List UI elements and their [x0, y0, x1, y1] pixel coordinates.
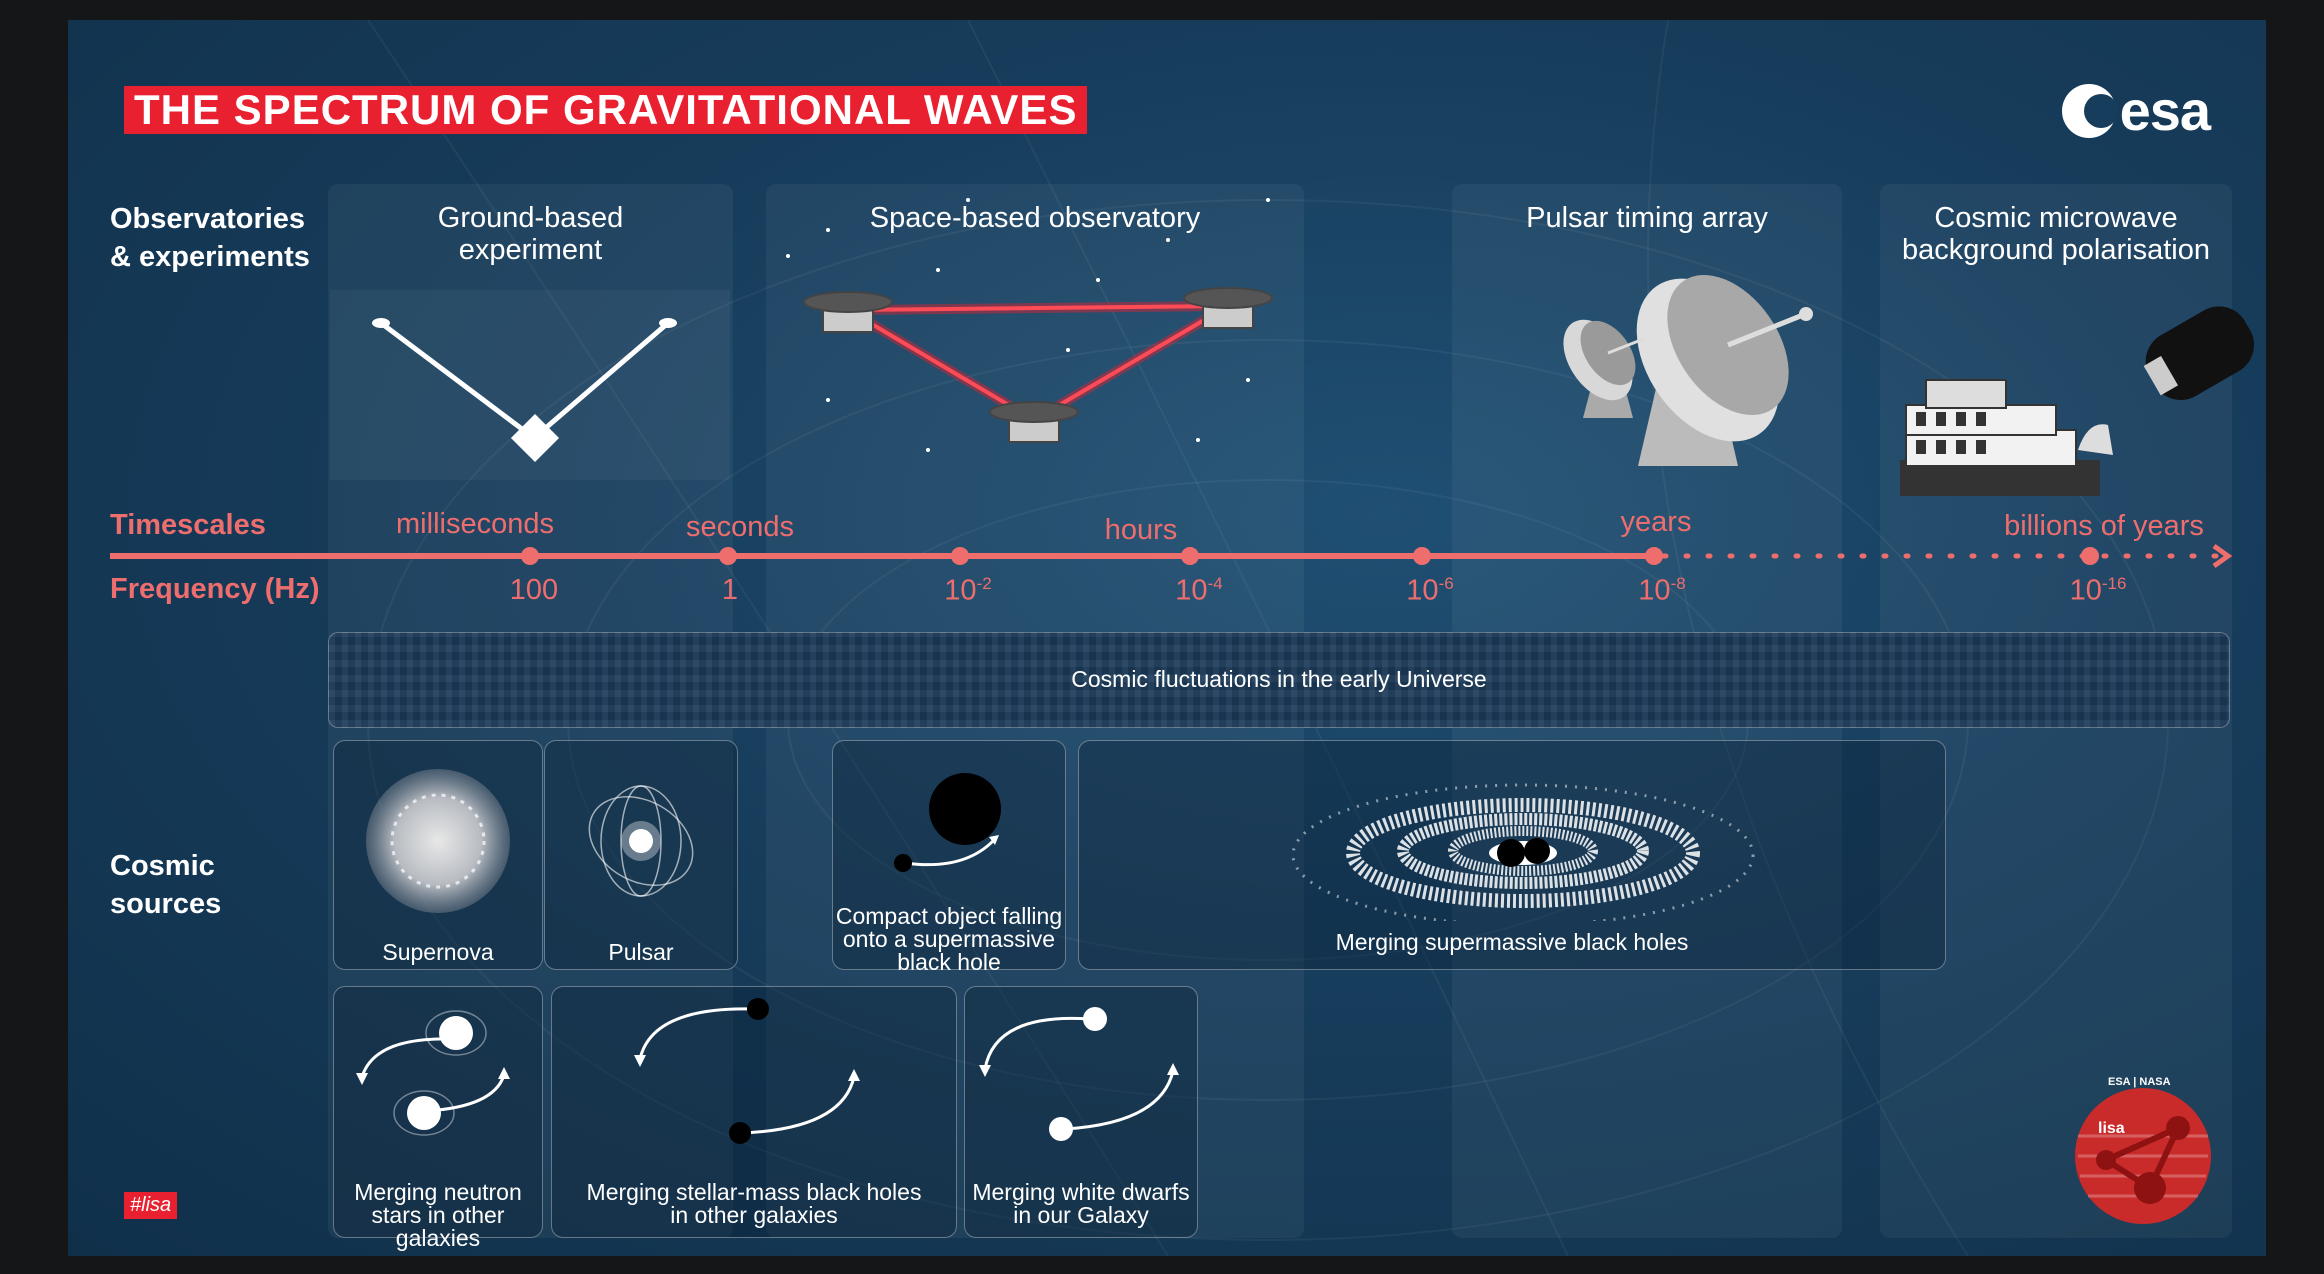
radio-telescope-icon — [1563, 274, 1813, 466]
esa-logo: esa — [2061, 78, 2211, 143]
compact-object-icon — [894, 773, 1001, 872]
frequency-axis — [110, 543, 2233, 569]
observatories-label: Observatories & experiments — [110, 203, 310, 273]
freq-label-1e-4: 10-4 — [1175, 574, 1223, 607]
timescales-label: Timescales — [110, 509, 266, 541]
ground-based-title: Ground-based experiment — [437, 202, 624, 266]
timescale-milliseconds: milliseconds — [396, 508, 554, 540]
infographic-poster: THE SPECTRUM OF GRAVITATIONAL WAVES esa … — [68, 20, 2266, 1256]
interferometer-icon — [330, 290, 730, 480]
source-supermassive-black-holes: Merging supermassive black holes — [1078, 740, 1946, 970]
cmb-telescope-icon — [1900, 306, 2254, 496]
lisa-mission-badge: ESA | NASA lisa — [2068, 1056, 2218, 1226]
timescale-seconds: seconds — [685, 511, 795, 543]
cosmic-fluctuations-label: Cosmic fluctuations in the early Univers… — [1071, 666, 1487, 692]
neutron-stars-caption: Merging neutron stars in other galaxies — [354, 1179, 522, 1251]
illustrations — [110, 198, 2254, 569]
hashtag-badge: #lisa — [124, 1192, 178, 1219]
page-title: THE SPECTRUM OF GRAVITATIONAL WAVES — [124, 86, 1088, 134]
source-supernova: Supernova — [333, 740, 543, 970]
freq-label-1e-6: 10-6 — [1406, 574, 1454, 607]
freq-label-100: 100 — [509, 574, 559, 606]
lisa-badge-agencies: ESA | NASA — [2108, 1076, 2171, 1088]
cmb-title: Cosmic microwave background polarisation — [1902, 202, 2210, 266]
neutron-stars-icon — [356, 1010, 510, 1136]
cosmic-fluctuations-band: Cosmic fluctuations in the early Univers… — [328, 632, 2230, 728]
white-dwarfs-icon — [979, 1007, 1179, 1141]
freq-label-1: 1 — [721, 574, 739, 606]
supernova-icon — [366, 769, 510, 913]
freq-label-1e-2: 10-2 — [944, 574, 992, 607]
esa-logo-mark-icon — [2061, 83, 2118, 138]
cosmic-sources-label: Cosmic sources — [110, 850, 222, 920]
smbh-caption: Merging supermassive black holes — [1335, 929, 1689, 955]
galaxy-merger-icon — [1291, 783, 1755, 921]
lisa-constellation-icon — [786, 198, 1273, 452]
timescale-years: years — [1620, 506, 1692, 538]
stellar-black-holes-icon — [634, 998, 860, 1144]
stellar-black-holes-caption: Merging stellar-mass black holes in other… — [586, 1179, 922, 1228]
source-white-dwarfs: Merging white dwarfs in our Galaxy — [964, 986, 1198, 1238]
pulsar-caption: Pulsar — [608, 939, 674, 965]
frequency-label: Frequency (Hz) — [110, 573, 320, 605]
source-stellar-black-holes: Merging stellar-mass black holes in other… — [551, 986, 957, 1238]
source-pulsar: Pulsar — [544, 740, 738, 970]
pulsar-timing-title: Pulsar timing array — [1526, 202, 1768, 234]
freq-label-1e-16: 10-16 — [2069, 574, 2127, 607]
space-based-title: Space-based observatory — [869, 202, 1201, 234]
esa-logo-text: esa — [2119, 79, 2211, 142]
white-dwarfs-caption: Merging white dwarfs in our Galaxy — [972, 1179, 1190, 1228]
source-compact-object: Compact object falling onto a supermassiv… — [832, 740, 1066, 974]
timescale-billions-of-years: billions of years — [2004, 510, 2204, 542]
compact-object-caption: Compact object falling onto a supermassiv… — [835, 903, 1063, 975]
freq-label-1e-8: 10-8 — [1638, 574, 1686, 607]
pulsar-icon — [588, 785, 694, 897]
source-neutron-stars: Merging neutron stars in other galaxies — [333, 986, 543, 1250]
lisa-badge-name: lisa — [2098, 1120, 2125, 1137]
lisa-badge-icon — [2075, 1088, 2211, 1224]
supernova-caption: Supernova — [382, 939, 494, 965]
timescale-hours: hours — [1104, 514, 1178, 546]
